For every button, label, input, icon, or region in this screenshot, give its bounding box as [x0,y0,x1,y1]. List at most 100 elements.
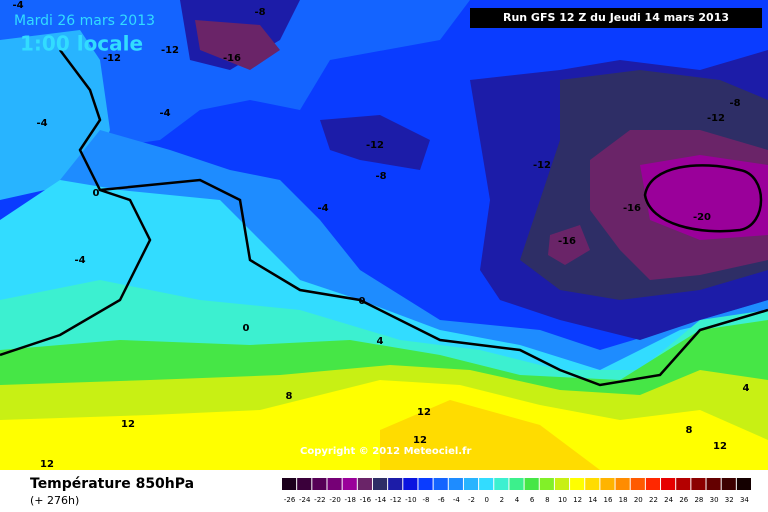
legend-label: -10 [405,496,416,504]
legend-label: 16 [604,496,613,504]
legend-label: 26 [679,496,688,504]
legend-label: 32 [725,496,734,504]
legend-swatch [357,478,372,490]
footer-panel [0,470,768,512]
contour-labels: -4 -8 -12 -12 -16 -4 -4 -12 -8 -12 -12 -8 -16 -20 -16 -… [12,0,749,470]
legend-swatch [342,478,357,490]
contour-label: 0 [359,296,366,307]
legend-label: 10 [558,496,567,504]
contour-label: 12 [413,435,427,446]
contour-label: -4 [12,0,23,11]
legend-swatch [327,478,342,490]
legend-swatch [448,478,463,490]
legend-label: 4 [515,496,520,504]
legend-swatch [570,478,585,490]
time-label: 1:00 locale [20,32,143,56]
legend-swatch [433,478,448,490]
legend-swatch [403,478,418,490]
legend-label: -22 [314,496,325,504]
legend-swatch [509,478,524,490]
legend-swatch [282,478,297,490]
contour-label: 12 [713,441,727,452]
copyright: Copyright © 2012 Meteociel.fr [300,446,471,457]
contour-label: -4 [74,255,85,266]
contour-label: -12 [161,45,179,56]
legend-swatch [418,478,433,490]
contour-label: -8 [375,171,386,182]
legend-label: 0 [484,496,488,504]
legend-swatch [645,478,661,490]
legend-label: -6 [438,496,446,504]
contour-label: 8 [686,425,693,436]
legend-label: -24 [299,496,311,504]
contour-label: -20 [693,212,711,223]
legend-swatch [630,478,645,490]
legend-label: 14 [588,496,597,504]
color-legend: -26 -24 -22 -20 -18 -16 -14 -12 -10 -8 -6 -4 -2 0 2 4 6 8… [282,478,751,504]
legend-swatch [524,478,539,490]
contour-label: 0 [243,323,250,334]
legend-swatch [554,478,570,490]
temperature-field [0,0,768,470]
legend-swatch [721,478,736,490]
legend-swatch [676,478,691,490]
contour-label: -16 [223,53,241,64]
legend-label: 6 [530,496,535,504]
contour-label: 4 [377,336,384,347]
contour-label: -12 [707,113,725,124]
date-label: Mardi 26 mars 2013 [14,13,155,29]
footer-lead: (+ 276h) [30,494,79,507]
run-label: Run GFS 12 Z du Jeudi 14 mars 2013 [503,11,729,24]
contour-label: -16 [558,236,576,247]
legend-swatch [736,478,751,490]
legend-swatch [539,478,554,490]
legend-label: -12 [390,496,401,504]
contour-label: -12 [366,140,384,151]
legend-swatch [479,478,494,490]
contour-label: -4 [36,118,47,129]
legend-label: 24 [664,496,673,504]
legend-swatch [388,478,403,490]
contour-label: 12 [121,419,135,430]
contour-label: -8 [729,98,740,109]
legend-label: 2 [500,496,504,504]
legend-swatch [372,478,388,490]
contour-label: -12 [533,160,551,171]
legend-label: 34 [740,496,749,504]
legend-label: 18 [619,496,628,504]
legend-label: 12 [573,496,582,504]
legend-label: -4 [453,496,461,504]
legend-label: -2 [468,496,475,504]
contour-label: -4 [317,203,328,214]
legend-swatch [661,478,676,490]
legend-swatch [691,478,706,490]
contour-label: 8 [286,391,293,402]
contour-label: 12 [417,407,431,418]
legend-swatch [600,478,615,490]
legend-swatch [494,478,509,490]
footer-title: Température 850hPa [30,476,194,492]
legend-label: -20 [329,496,340,504]
contour-label: 0 [93,188,100,199]
contour-label: -8 [254,7,265,18]
legend-swatch [297,478,312,490]
legend-swatch [312,478,327,490]
legend-label: 28 [694,496,703,504]
contour-label: 12 [40,459,54,470]
legend-label: 8 [545,496,549,504]
legend-swatch [585,478,600,490]
run-box [470,8,762,28]
legend-swatch [706,478,721,490]
legend-label: -14 [375,496,387,504]
legend-label: -26 [284,496,296,504]
contour-label: -16 [623,203,641,214]
contour-label: -4 [159,108,170,119]
legend-label: 22 [649,496,658,504]
legend-label: -8 [423,496,430,504]
legend-swatch [615,478,630,490]
contour-label: 4 [743,383,750,394]
legend-swatch [463,478,479,490]
legend-label: 30 [710,496,719,504]
legend-label: -18 [345,496,356,504]
